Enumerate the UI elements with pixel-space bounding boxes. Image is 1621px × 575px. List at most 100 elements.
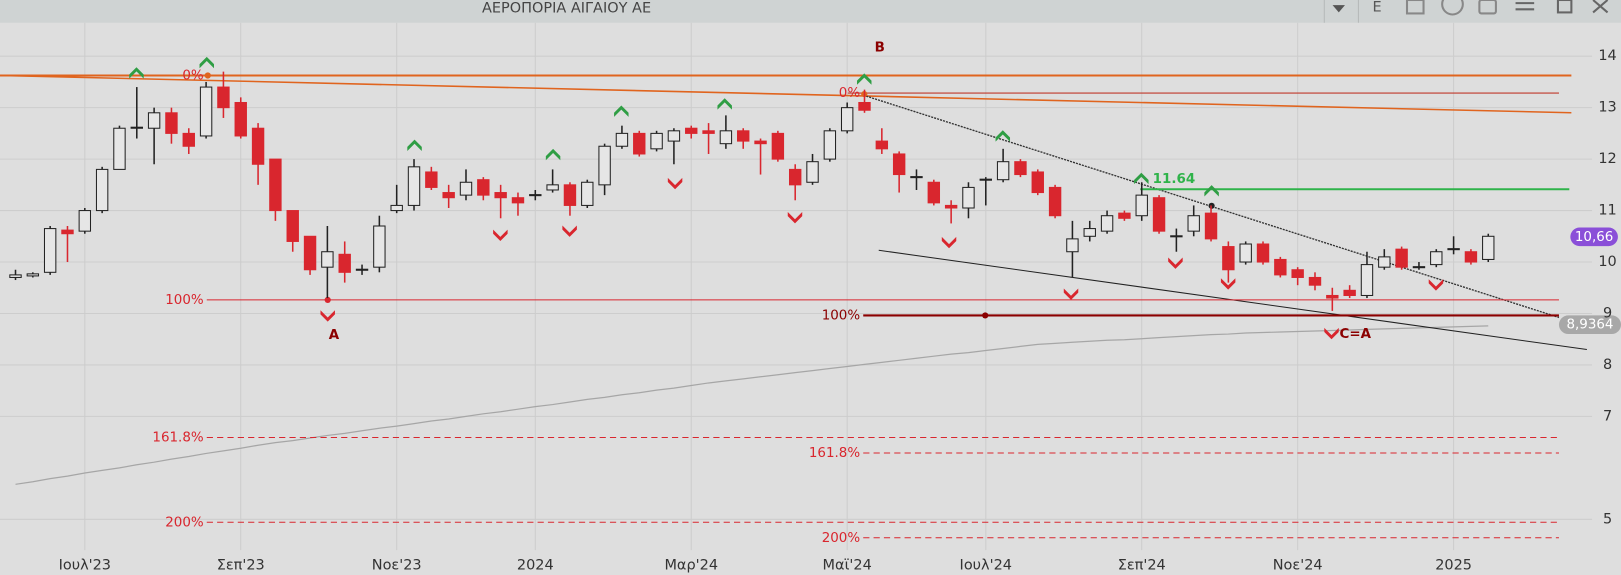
candle-body	[494, 192, 507, 199]
candle-body	[1343, 289, 1356, 296]
y-tick-label: 7	[1603, 408, 1612, 424]
candle-body	[199, 86, 213, 137]
price-badge	[1570, 227, 1618, 247]
fib-label: 200%	[165, 515, 204, 530]
y-tick-label: 14	[1598, 48, 1616, 64]
candle-body	[840, 107, 854, 132]
fib-label: 0%	[839, 86, 861, 101]
candle-body	[78, 210, 92, 232]
candle-body	[147, 112, 161, 129]
x-tick-label: Νοε'24	[1273, 558, 1323, 574]
candle-body	[754, 140, 767, 145]
candle-body	[633, 132, 646, 155]
candle-body	[442, 192, 455, 199]
candle-body	[1395, 248, 1408, 268]
price-badge-label: 10,66	[1575, 230, 1613, 245]
candle-body	[546, 184, 559, 191]
candle-body	[321, 251, 334, 268]
price-badge-label: 8,9364	[1566, 318, 1613, 333]
candle-body	[9, 274, 22, 278]
candle-body	[910, 176, 923, 179]
level-label: 11.64	[1153, 172, 1196, 187]
toolbar-icon[interactable]	[1556, 0, 1573, 14]
candle-body	[563, 184, 577, 206]
candle-body	[338, 253, 351, 273]
menu-button[interactable]: E	[1372, 0, 1381, 15]
candle-body	[511, 197, 525, 204]
toolbar-icon[interactable]	[1405, 0, 1425, 15]
point-label: C=A	[1340, 327, 1372, 342]
moving-average-line	[15, 325, 1489, 485]
x-tick-label: 2025	[1435, 558, 1472, 574]
candle-body	[944, 204, 958, 209]
candle-body	[182, 132, 195, 147]
candle-body	[43, 228, 57, 273]
dropdown-button[interactable]	[1332, 5, 1345, 13]
header-bar	[0, 0, 1621, 23]
candle-body	[1066, 238, 1079, 253]
candle-body	[858, 101, 871, 111]
candle-body	[1100, 215, 1114, 232]
candle-body	[650, 132, 663, 150]
candle-body	[685, 127, 698, 134]
fib-label: 100%	[822, 308, 861, 323]
candle-body	[1118, 212, 1131, 219]
candle-body	[927, 181, 941, 204]
candle-body	[581, 181, 594, 206]
candle-body	[1031, 171, 1044, 194]
point-label: A	[329, 328, 340, 343]
candle-body	[979, 178, 992, 181]
toolbar-icon[interactable]	[1478, 0, 1497, 15]
candle-body	[477, 179, 490, 196]
candle-body	[1204, 212, 1218, 240]
candle-body	[875, 140, 889, 150]
candle-body	[1274, 258, 1287, 276]
candle-body	[1256, 243, 1270, 263]
candle-body	[459, 181, 473, 196]
header: ΑΕΡΟΠΟΡΙΑ ΑΙΓΑΙΟΥ ΑΕ E	[0, 0, 1621, 23]
candle-body	[269, 158, 282, 212]
candles	[9, 71, 1495, 311]
candle-body	[1014, 161, 1027, 176]
candle-body	[95, 168, 109, 212]
anchor-dot	[982, 312, 989, 319]
candle-body	[234, 101, 247, 137]
candle-body	[1464, 251, 1478, 263]
candle-body	[165, 112, 178, 134]
candle-body	[1048, 186, 1062, 217]
candle-body	[667, 130, 681, 142]
candle-body	[61, 229, 74, 235]
toolbar-icon[interactable]	[1515, 2, 1535, 11]
candle-body	[425, 171, 438, 188]
fib-label: 100%	[165, 293, 204, 308]
candle-body	[806, 161, 819, 183]
candle-body	[407, 166, 421, 206]
candle-body	[286, 210, 299, 242]
candle-body	[529, 194, 542, 197]
candle-body	[1187, 215, 1200, 232]
x-tick-label: Ιουλ'24	[960, 558, 1012, 574]
toolbar-icon[interactable]	[1441, 0, 1464, 16]
y-tick-label: 9	[1603, 305, 1612, 321]
close-button[interactable]	[1592, 0, 1609, 14]
y-tick-label: 10	[1598, 254, 1616, 270]
x-tick-label: Σεπ'23	[217, 558, 265, 574]
candle-body	[996, 161, 1010, 181]
candle-body	[719, 130, 733, 145]
candle-body	[598, 145, 611, 186]
candle-body	[1378, 256, 1391, 268]
y-tick-label: 8	[1603, 357, 1612, 373]
annotations: B A C=A 0% 0% 100% 100% 161.8% 161.8% 20…	[152, 41, 1621, 546]
x-tick-label: Μαρ'24	[664, 558, 718, 574]
y-tick-label: 11	[1598, 203, 1616, 219]
candle-body	[1152, 197, 1166, 232]
x-tick-label: Νοε'23	[372, 558, 422, 574]
point-label: B	[875, 41, 885, 56]
candle-body	[1308, 276, 1322, 286]
candle-body	[26, 273, 40, 277]
candle-body	[1222, 246, 1235, 271]
y-tick-label: 13	[1598, 100, 1616, 116]
candle-body	[113, 127, 126, 170]
